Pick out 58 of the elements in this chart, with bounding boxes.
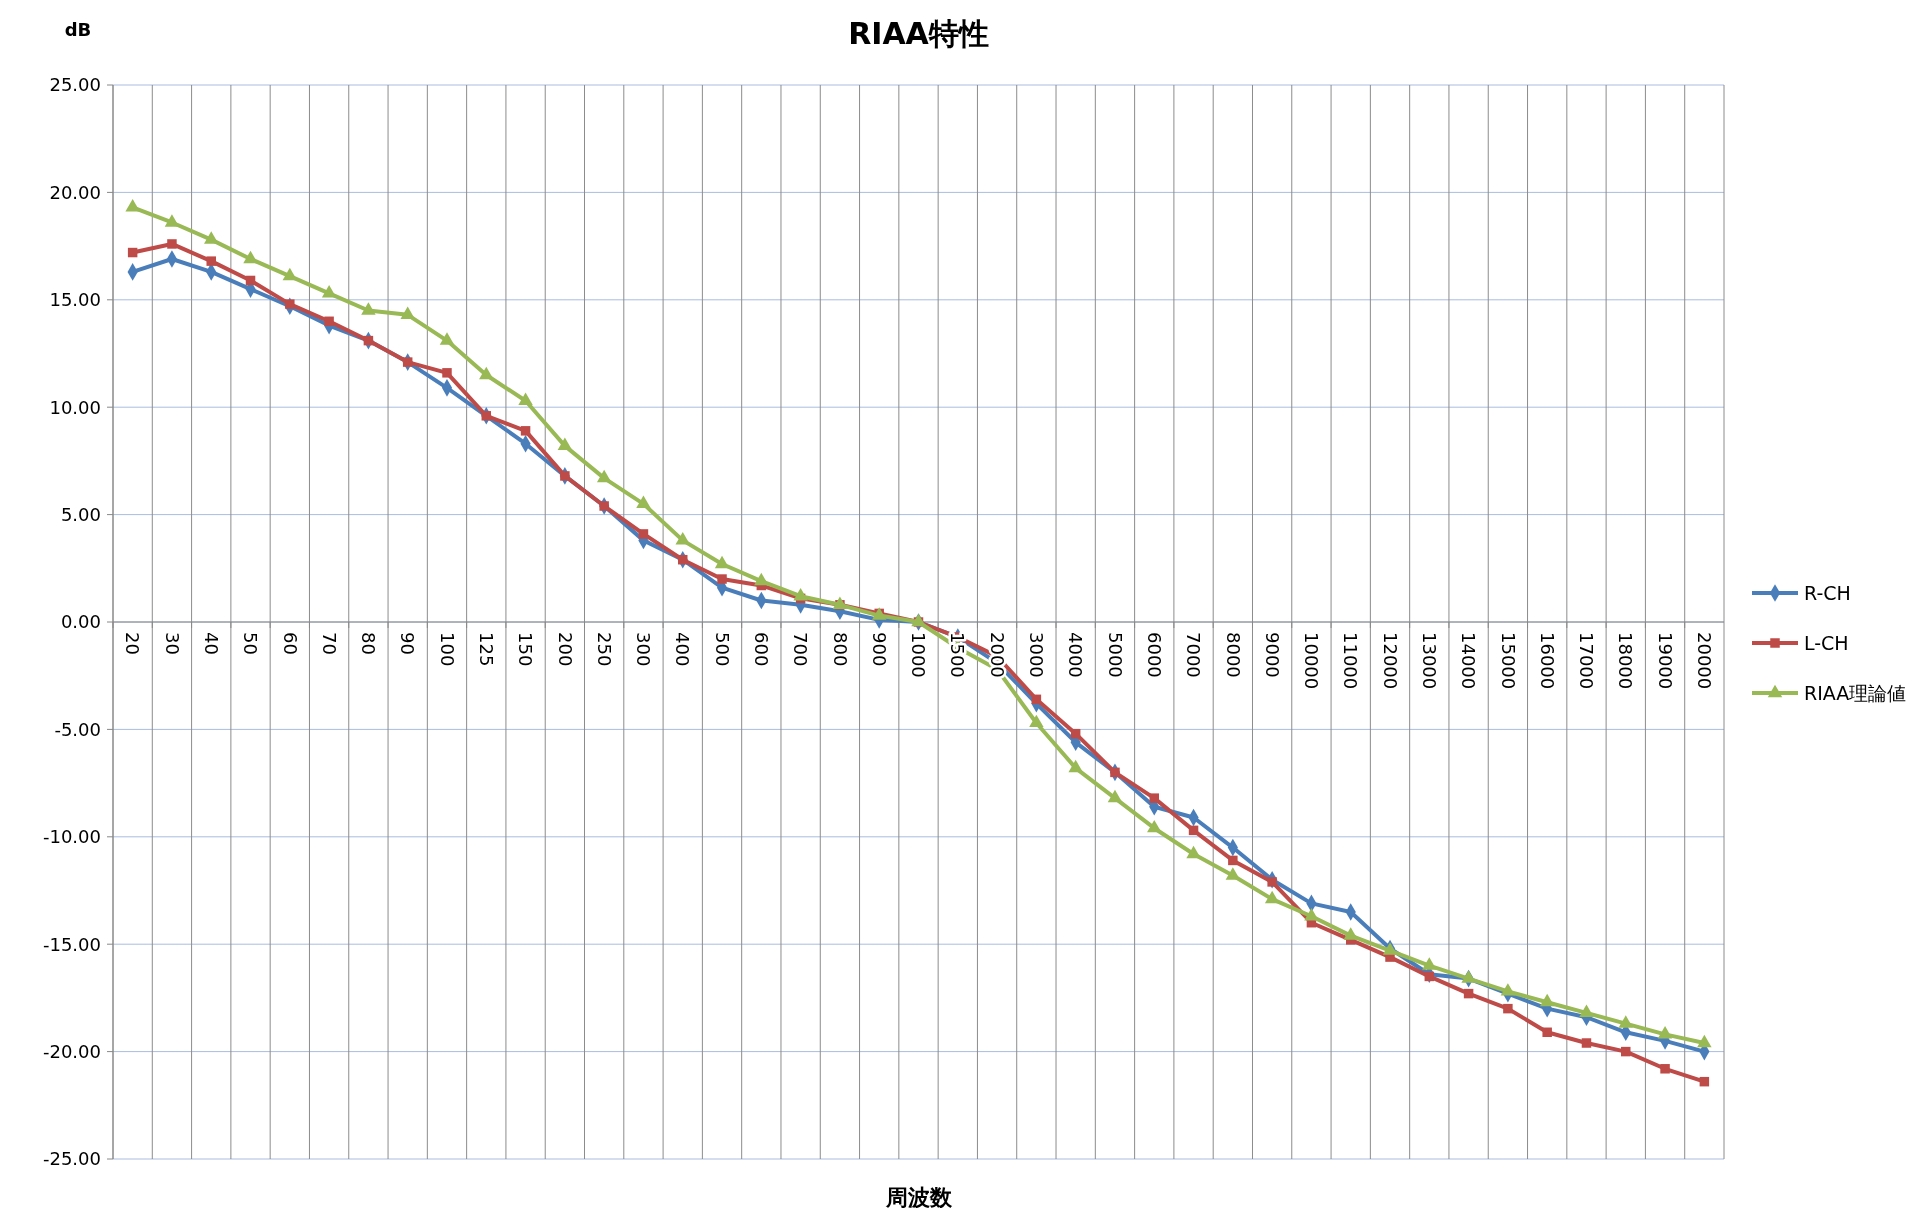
x-tick-label: 70 xyxy=(318,632,340,655)
chart-title: RIAA特性 xyxy=(848,16,989,51)
x-tick-label: 700 xyxy=(790,632,812,667)
x-tick-label: 12000 xyxy=(1379,632,1401,690)
x-tick-label: 8000 xyxy=(1222,632,1244,678)
x-tick-label: 4000 xyxy=(1065,632,1087,678)
x-tick-label: 13000 xyxy=(1419,632,1440,690)
x-tick-label: 100 xyxy=(436,632,458,667)
x-tick-label: 9000 xyxy=(1261,632,1283,678)
x-axis-title: 周波数 xyxy=(884,1185,953,1210)
x-tick-label: 80 xyxy=(358,632,380,655)
x-tick-label: 40 xyxy=(200,632,222,655)
x-tick-label: 20000 xyxy=(1694,632,1716,690)
x-tick-label: 125 xyxy=(475,632,497,667)
x-tick-label: 20 xyxy=(122,632,144,655)
x-tick-label: 800 xyxy=(829,632,851,667)
x-tick-label: 150 xyxy=(515,632,537,667)
y-tick-label: -10.00 xyxy=(42,826,101,848)
y-tick-label: 15.00 xyxy=(49,289,101,311)
x-tick-label: 2000 xyxy=(986,632,1008,678)
x-tick-label: 14000 xyxy=(1458,632,1480,690)
y-tick-label: 5.00 xyxy=(60,503,101,525)
x-tick-label: 3000 xyxy=(1026,632,1048,678)
x-tick-label: 11000 xyxy=(1340,632,1362,690)
x-tick-label: 900 xyxy=(868,632,890,667)
y-tick-label: -25.00 xyxy=(42,1148,101,1170)
x-tick-label: 7000 xyxy=(1183,632,1205,678)
x-tick-label: 30 xyxy=(161,632,183,655)
x-tick-label: 6000 xyxy=(1143,632,1165,678)
x-tick-label: 5000 xyxy=(1104,632,1126,678)
x-tick-label: 50 xyxy=(240,632,262,655)
x-tick-label: 15000 xyxy=(1497,632,1519,690)
x-tick-label: 200 xyxy=(554,632,576,667)
y-tick-label: 25.00 xyxy=(49,74,101,96)
legend-label: R-CH xyxy=(1804,581,1851,604)
y-tick-label: -5.00 xyxy=(54,718,101,740)
x-tick-label: 300 xyxy=(633,632,655,667)
x-tick-label: 500 xyxy=(711,632,733,667)
y-tick-label: -20.00 xyxy=(42,1040,101,1062)
x-tick-label: 1500 xyxy=(947,632,969,678)
y-axis-title: dB xyxy=(64,19,92,40)
legend-label: L-CH xyxy=(1804,631,1849,654)
x-tick-label: 90 xyxy=(397,632,419,655)
y-tick-label: -15.00 xyxy=(42,933,101,955)
x-tick-label: 10000 xyxy=(1301,632,1323,690)
y-tick-label: 10.00 xyxy=(49,396,101,418)
x-tick-label: 19000 xyxy=(1654,632,1676,690)
x-tick-label: 18000 xyxy=(1615,632,1637,690)
x-tick-label: 17000 xyxy=(1576,632,1598,690)
y-tick-label: 0.00 xyxy=(60,611,101,633)
legend-label: RIAA理論値 xyxy=(1804,681,1907,704)
x-tick-label: 1000 xyxy=(908,632,930,678)
x-tick-label: 600 xyxy=(751,632,773,667)
x-tick-label: 400 xyxy=(672,632,694,667)
x-tick-label: 16000 xyxy=(1536,632,1558,690)
x-tick-label: 250 xyxy=(593,632,615,667)
x-tick-label: 60 xyxy=(279,632,301,655)
y-tick-label: 20.00 xyxy=(49,181,101,203)
